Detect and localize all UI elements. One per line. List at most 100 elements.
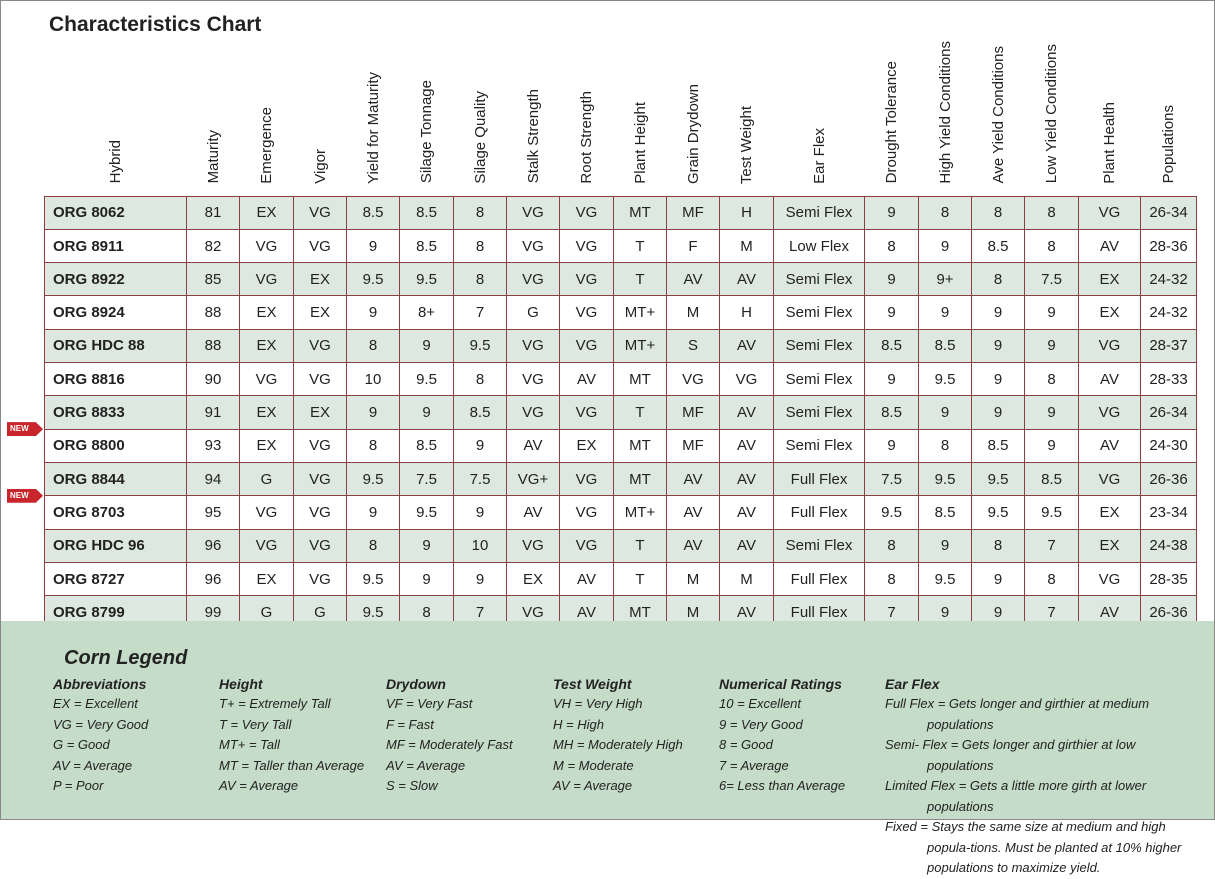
cell: VG: [239, 262, 294, 297]
cell: AV: [719, 461, 774, 497]
column-header: Vigor: [294, 41, 347, 196]
cell: 93: [186, 428, 240, 463]
legend-title: Corn Legend: [64, 647, 188, 669]
cell: VG: [559, 295, 614, 330]
cell: 8: [864, 561, 919, 597]
cell: 9: [453, 561, 507, 597]
row: ORG 8924 88 EX EX 9 8+ 7 G VG MT+ M H Semi Flex 9 9 9 9 E…: [44, 295, 1197, 330]
legend-group-title: Numerical Ratings: [719, 676, 842, 692]
hybrid-cell: ORG HDC 96: [44, 528, 187, 563]
cell: VG: [1078, 395, 1141, 430]
cell: VG: [506, 228, 560, 264]
legend-item: Limited Flex = Gets a little more girth …: [885, 778, 1147, 814]
cell: 9: [971, 395, 1025, 430]
cell: EX: [506, 561, 560, 597]
cell: 24-32: [1140, 295, 1197, 330]
cell: AV: [559, 362, 614, 397]
legend-group-title: Abbreviations: [53, 676, 147, 692]
cell: 8.5: [918, 495, 972, 530]
cell: MT+: [613, 295, 667, 330]
cell: MT: [613, 461, 667, 497]
cell: EX: [1078, 295, 1141, 330]
cell: M: [666, 561, 720, 597]
cell: 28-33: [1140, 362, 1197, 397]
cell: S: [666, 328, 720, 364]
cell: EX: [239, 395, 294, 430]
cell: VG: [293, 228, 347, 264]
cell: MT: [613, 195, 667, 230]
legend-item: F = Fast: [386, 716, 434, 732]
cell: 8.5: [918, 328, 972, 364]
cell: 9: [399, 561, 454, 597]
legend-item: AV = Average: [553, 778, 633, 793]
legend-item: MH = Moderately High: [553, 737, 683, 752]
cell: 8: [1024, 362, 1079, 397]
legend-group: Drydown VF = Very Fast F = Fast MF = Modera…: [386, 676, 546, 797]
cell: Semi Flex: [773, 262, 865, 297]
legend-group-title: Ear Flex: [885, 676, 940, 692]
column-header: Plant Height: [614, 41, 667, 196]
cell: Semi Flex: [773, 528, 865, 563]
cell: MT+: [613, 328, 667, 364]
row: ORG HDC 96 96 VG VG 8 9 10 VG VG T AV AV Semi Flex 8 9…: [44, 528, 1197, 563]
cell: AV: [506, 495, 560, 530]
legend-item: VG = Very Good: [53, 716, 149, 732]
cell: 8.5: [864, 328, 919, 364]
cell: EX: [239, 195, 294, 230]
column-label: Plant Health: [1101, 101, 1118, 184]
cell: EX: [239, 295, 294, 330]
cell: 9.5: [399, 362, 454, 397]
column-header: Grain Drydown: [667, 41, 720, 196]
cell: 9: [864, 428, 919, 463]
cell: 8.5: [346, 195, 400, 230]
cell: VG: [506, 328, 560, 364]
cell: VG: [239, 528, 294, 563]
cell: VG: [506, 528, 560, 563]
cell: AV: [719, 262, 774, 297]
column-header: Emergence: [240, 41, 294, 196]
cell: VG: [559, 328, 614, 364]
column-label: Ear Flex: [810, 127, 828, 184]
cell: Semi Flex: [773, 395, 865, 430]
hybrid-cell: ORG 8816: [44, 362, 187, 397]
cell: 8: [1024, 561, 1079, 597]
cell: MF: [666, 428, 720, 463]
row: ORG 8833 91 EX EX 9 9 8.5 VG VG T MF AV Semi Flex 8.5…: [44, 395, 1197, 430]
legend-item: VH = Very High: [553, 696, 643, 711]
cell: EX: [1078, 262, 1141, 297]
cell: 9: [971, 362, 1025, 397]
cell: 9: [864, 195, 919, 230]
column-label: Drought Tolerance: [883, 61, 900, 184]
row: ORG 8844 94 G VG 9.5 7.5 7.5 VG+ VG MT AV AV Full Fl…: [44, 461, 1197, 497]
cell: VG: [239, 495, 294, 530]
cell: 9: [971, 328, 1025, 364]
cell: 7: [1024, 528, 1079, 563]
legend-group: Height T+ = Extremely Tall T = Very Tall MT…: [219, 676, 379, 797]
cell: 8: [453, 228, 507, 264]
cell: M: [719, 561, 774, 597]
cell: 82: [186, 228, 240, 264]
cell: Full Flex: [773, 561, 865, 597]
cell: VG: [293, 428, 347, 463]
cell: 9: [399, 528, 454, 563]
hybrid-cell: ORG 8727: [44, 561, 187, 597]
cell: 8.5: [453, 395, 507, 430]
cell: 24-30: [1140, 428, 1197, 463]
cell: VG: [559, 395, 614, 430]
cell: MT: [613, 362, 667, 397]
legend-group: Ear Flex Full Flex = Gets longer and girt…: [885, 676, 1185, 879]
cell: AV: [719, 428, 774, 463]
cell: VG: [293, 461, 347, 497]
legend-item: Full Flex = Gets longer and girthier at …: [885, 696, 1150, 732]
cell: 24-38: [1140, 528, 1197, 563]
hybrid-cell: ORG 8800: [44, 428, 187, 463]
legend-group-title: Height: [219, 676, 263, 692]
legend-item: EX = Excellent: [53, 696, 138, 711]
cell: 9: [971, 295, 1025, 330]
cell: AV: [1078, 362, 1141, 397]
cell: T: [613, 395, 667, 430]
cell: 9: [918, 295, 972, 330]
cell: 9.5: [399, 495, 454, 530]
row: ORG 8816 90 VG VG 10 9.5 8 VG AV MT VG VG Semi Flex 9…: [44, 362, 1197, 397]
cell: MT+: [613, 495, 667, 530]
